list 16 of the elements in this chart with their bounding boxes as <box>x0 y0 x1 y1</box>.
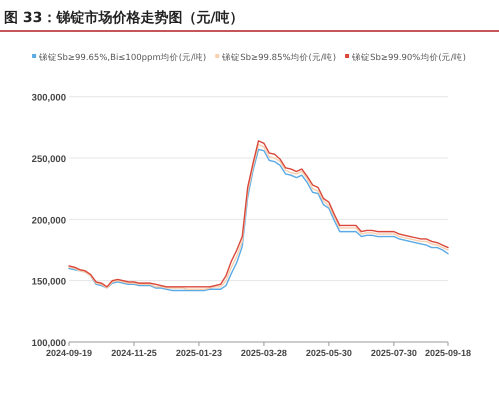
x-tick-label: 2025-05-30 <box>306 348 352 358</box>
x-tick-label: 2025-03-28 <box>240 348 287 358</box>
y-tick-label: 250,000 <box>32 154 66 166</box>
legend-label: 锑锭Sb≥99.85%均价(元/吨) <box>221 52 336 63</box>
y-tick-label: 300,000 <box>32 92 66 104</box>
y-tick-label: 200,000 <box>32 215 66 226</box>
y-tick-label: 100,000 <box>32 338 66 349</box>
x-tick-label: 2025-07-30 <box>370 348 417 358</box>
legend-label: 锑锭Sb≥99.90%均价(元/吨) <box>351 52 466 63</box>
x-tick-label: 2024-09-19 <box>46 348 92 358</box>
x-tick-label: 2025-09-18 <box>424 348 472 358</box>
y-tick-label: 150,000 <box>32 276 66 288</box>
chart-title: 图 33：锑锭市场价格走势图（元/吨） <box>4 9 244 26</box>
legend-label: 锑锭Sb≥99.65%,Bi≤100ppm均价(元/吨) <box>38 52 206 63</box>
x-tick-label: 2025-01-23 <box>176 348 222 358</box>
x-tick-label: 2024-11-25 <box>111 348 157 358</box>
